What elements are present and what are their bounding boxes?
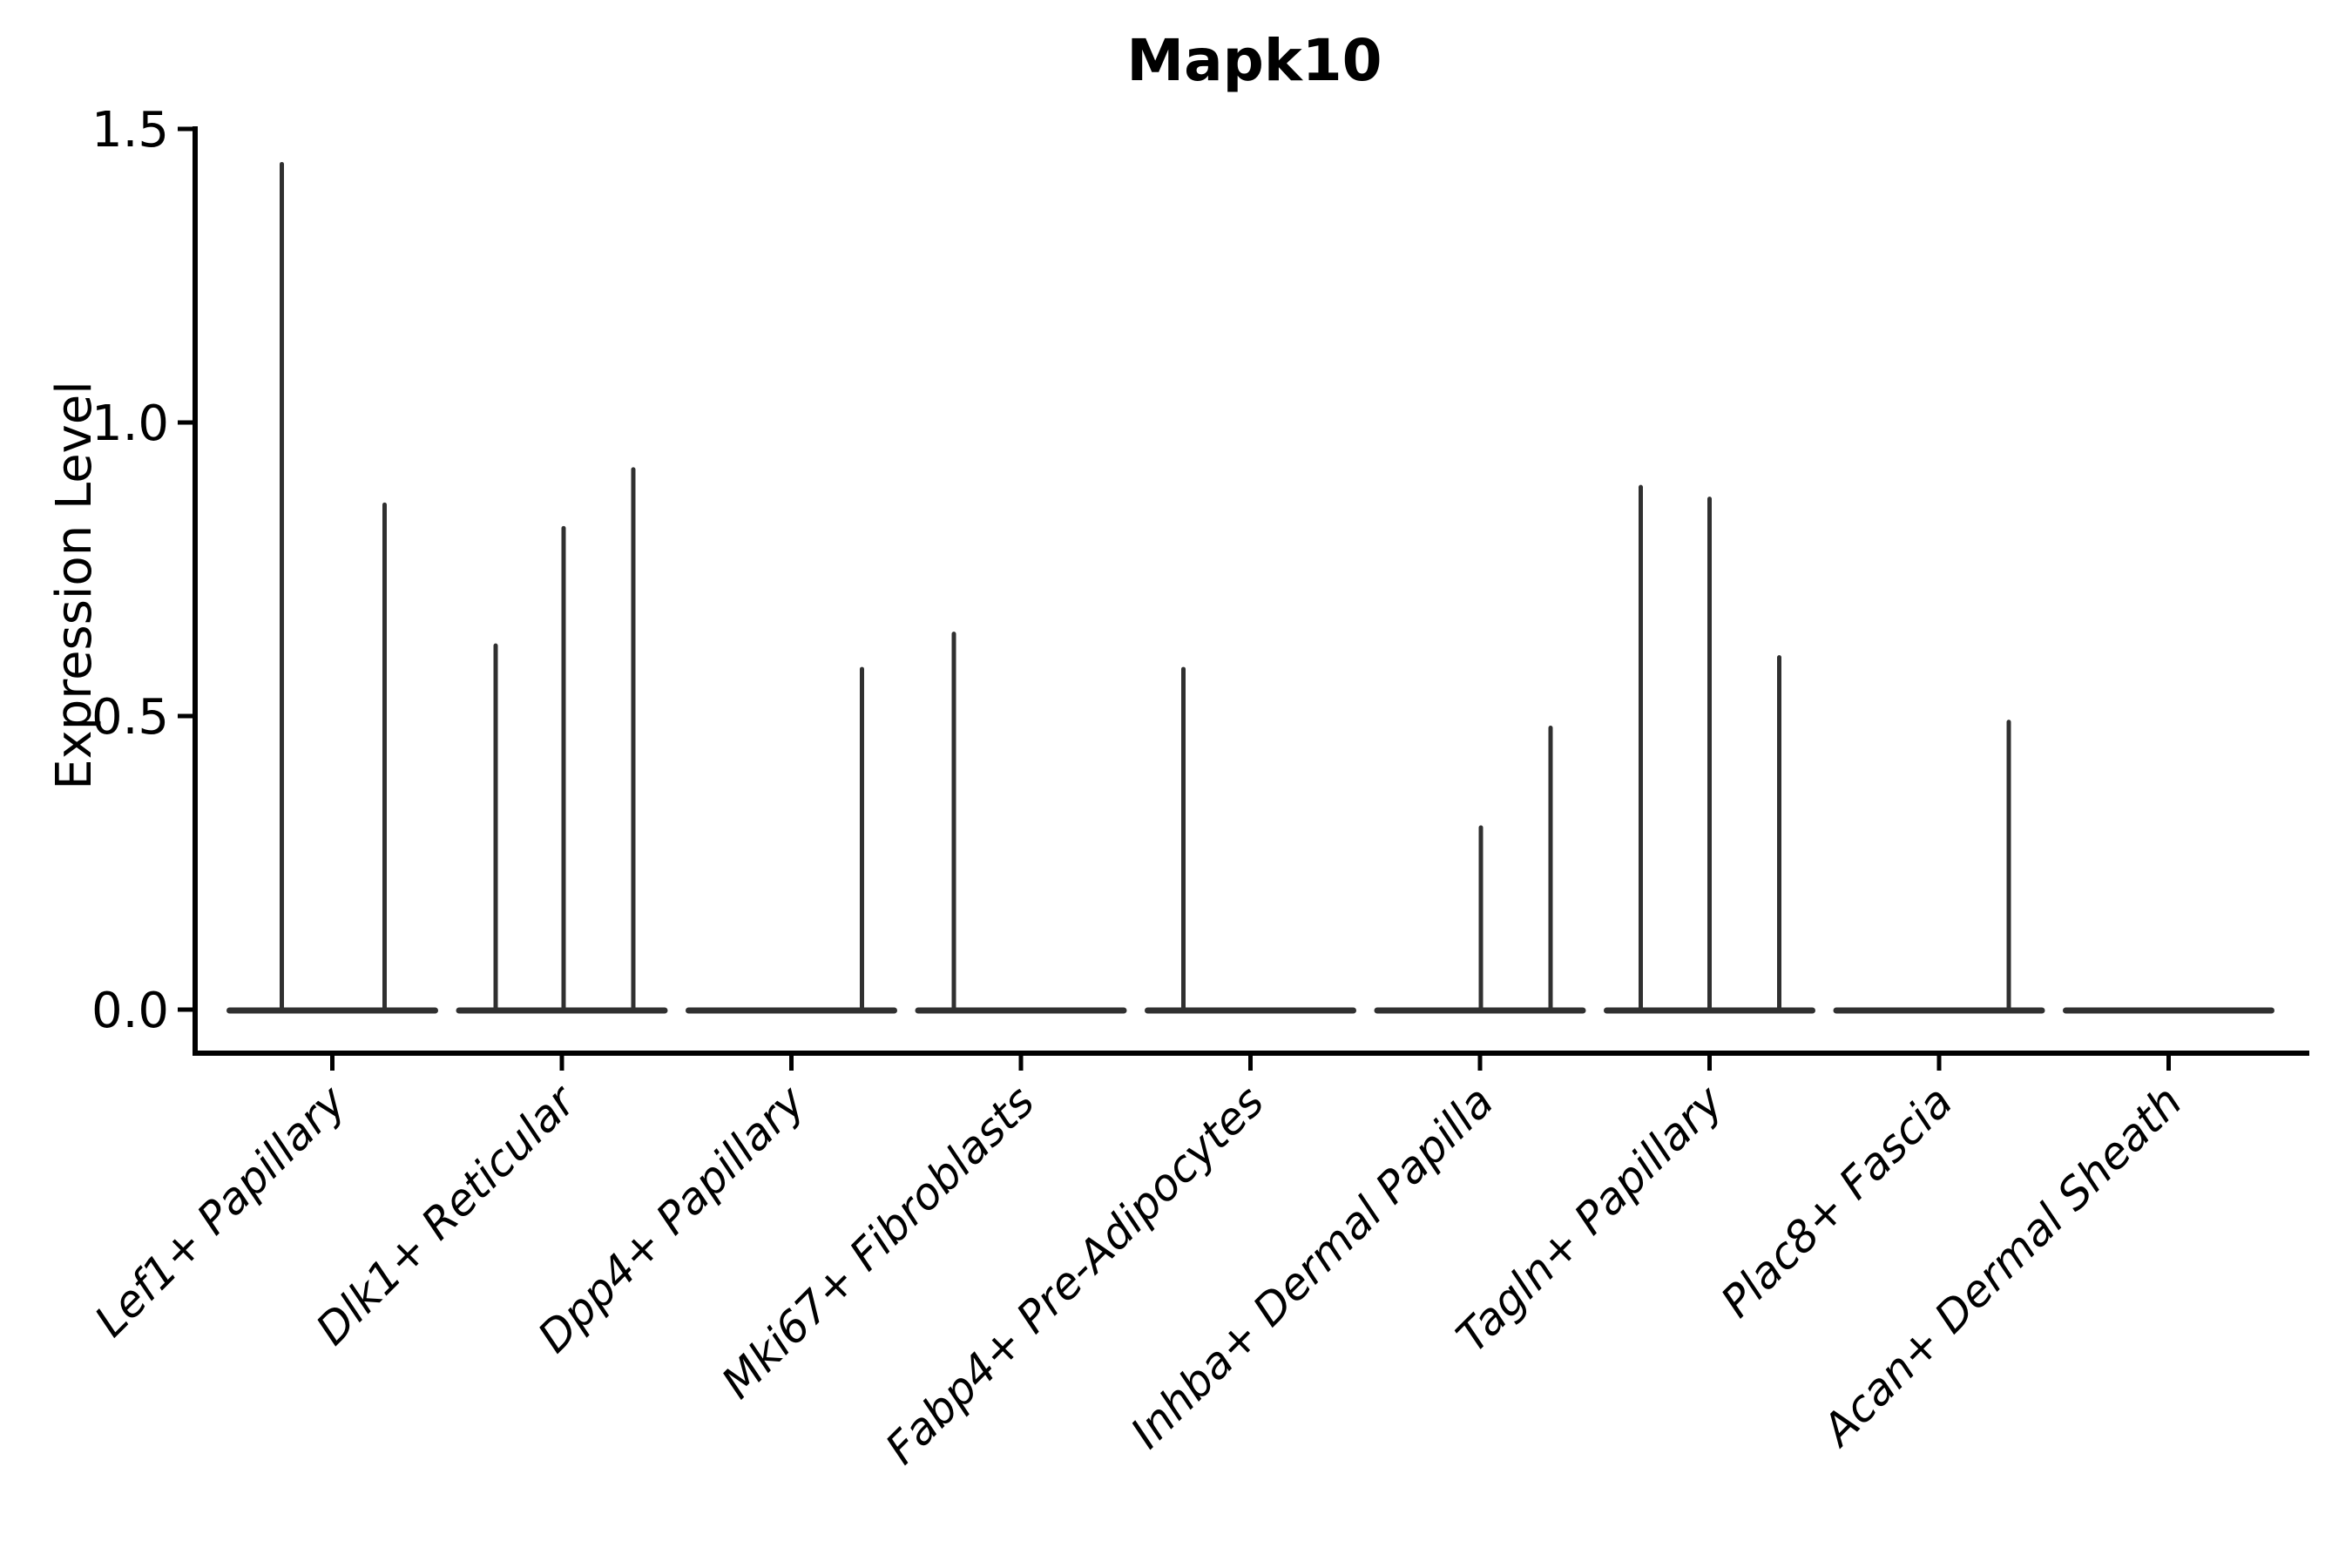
violin-group: [1833, 720, 2045, 1014]
violin-group: [456, 467, 668, 1014]
x-tick-label: Lef1+ Papillary: [85, 1075, 356, 1346]
violin-group: [1374, 725, 1586, 1014]
x-tick-label: Inhba+ Dermal Papilla: [1121, 1076, 1503, 1457]
violin-group: [915, 632, 1127, 1014]
y-tick-label: 1.0: [91, 395, 169, 452]
chart-title: Mapk10: [1126, 27, 1382, 94]
x-tick-label: Fabp4+ Pre-Adipocytes: [875, 1076, 1274, 1474]
violin-group: [1145, 666, 1356, 1014]
violin-group: [226, 161, 438, 1014]
y-tick-label: 0.0: [91, 983, 169, 1039]
y-tick-label: 1.5: [91, 102, 169, 159]
x-tick-label: Plac8+ Fascia: [1712, 1076, 1963, 1327]
y-axis-label: Expression Level: [46, 381, 103, 790]
y-tick-label: 0.5: [91, 689, 169, 746]
violin-series: [226, 161, 2274, 1014]
axes: [193, 126, 2309, 1056]
violin-group: [1604, 484, 1815, 1014]
y-axis-ticks: 0.0 0.5 1.0 1.5: [91, 102, 195, 1039]
violin-group: [686, 666, 897, 1014]
